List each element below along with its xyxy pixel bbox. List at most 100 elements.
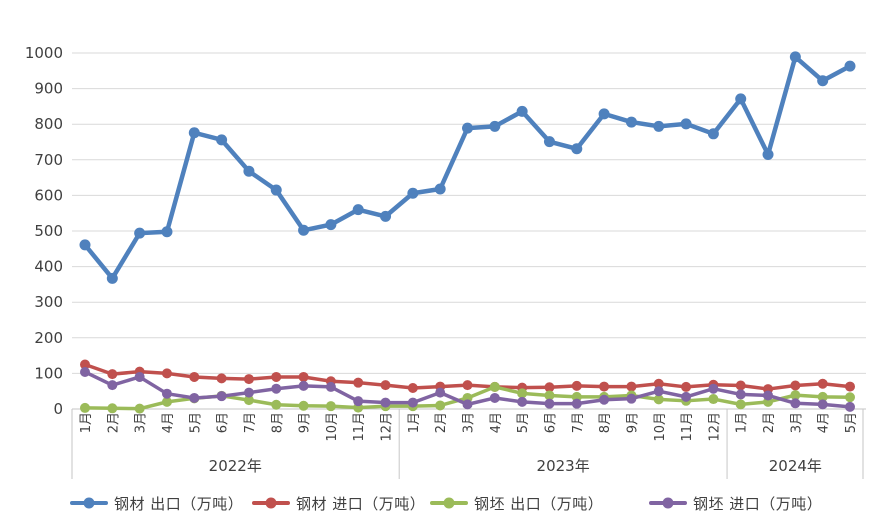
- x-axis-month-label: 3月: [789, 412, 804, 433]
- legend-label-billet-import: 钢坯 进口（万吨）: [693, 494, 823, 513]
- series-point: [189, 392, 200, 403]
- series-point: [134, 227, 146, 239]
- x-axis-month-label: 5月: [844, 412, 859, 433]
- series-point: [407, 397, 418, 408]
- series-point: [271, 383, 282, 394]
- series-point: [544, 382, 555, 393]
- series-point: [626, 381, 637, 392]
- x-axis-month-label: 2月: [762, 412, 777, 433]
- series-point: [243, 374, 254, 385]
- y-axis-tick-label: 100: [34, 364, 63, 382]
- series-point: [763, 390, 774, 401]
- x-axis-month-label: 3月: [462, 412, 477, 433]
- legend-item-billet-import: 钢坯 进口（万吨）: [649, 491, 822, 515]
- x-axis-month-label: 7月: [243, 412, 258, 433]
- series-point: [407, 382, 418, 393]
- series-point: [626, 393, 637, 404]
- series-line-0: [82, 54, 853, 281]
- series-point: [298, 224, 310, 236]
- x-axis-month-label: 1月: [407, 412, 422, 433]
- series-point: [243, 165, 255, 177]
- x-axis-month-label: 2月: [434, 412, 449, 433]
- series-point: [489, 392, 500, 403]
- series-point: [571, 143, 583, 155]
- x-axis-month-label: 4月: [489, 412, 504, 433]
- chart-area: 0 100 200 300 400 500 600 700 800 900 1000 1月 2月 3月 4月…: [25, 44, 866, 479]
- series-point: [517, 396, 528, 407]
- series-point: [653, 378, 664, 389]
- series-point: [216, 373, 227, 384]
- series-point: [80, 366, 90, 377]
- x-axis-month-label: 9月: [625, 412, 640, 433]
- series-point: [735, 399, 746, 410]
- series-point: [188, 127, 200, 139]
- series-point: [271, 371, 282, 382]
- series-point: [434, 183, 446, 195]
- legend-item-steel-export: 钢材 出口（万吨）: [70, 491, 243, 515]
- series-point: [80, 402, 90, 413]
- series-point: [271, 399, 282, 410]
- series-point: [489, 381, 500, 392]
- series-point: [298, 400, 309, 411]
- x-axis-month-label: 11月: [680, 412, 695, 442]
- legend-label-billet-export: 钢坯 出口（万吨）: [474, 494, 604, 513]
- y-axis-tick-label: 1000: [25, 44, 63, 62]
- x-axis-month-label: 5月: [188, 412, 203, 433]
- series-point: [817, 399, 828, 410]
- y-axis-tick-label: 800: [34, 115, 63, 133]
- series-point: [107, 403, 118, 414]
- series-point: [707, 128, 719, 140]
- x-axis-month-label: 3月: [134, 412, 149, 433]
- series-point: [325, 401, 336, 412]
- series-point: [216, 391, 227, 402]
- series-point: [353, 377, 364, 388]
- series-point: [845, 381, 855, 392]
- series-point: [544, 390, 555, 401]
- x-axis-month-label: 1月: [735, 412, 750, 433]
- y-axis-tick-label: 500: [34, 222, 63, 240]
- chart-legend: 钢材 出口（万吨） 钢材 进口（万吨） 钢坯 出口（万吨） 钢坯 进口（万吨）: [0, 491, 894, 521]
- series-point: [79, 239, 91, 251]
- series-point: [216, 134, 228, 146]
- x-axis-year-label: 2024年: [769, 457, 822, 475]
- series-point: [134, 371, 145, 382]
- series-point: [325, 219, 337, 231]
- series-point: [625, 116, 637, 128]
- y-axis-tick-label: 300: [34, 293, 63, 311]
- y-axis-tick-label: 400: [34, 258, 63, 276]
- legend-marker-billet-import-icon: [649, 497, 687, 509]
- series-point: [106, 272, 118, 284]
- series-point: [161, 368, 172, 379]
- legend-label-steel-import: 钢材 进口（万吨）: [296, 494, 426, 513]
- series-point: [270, 184, 282, 196]
- series-point: [380, 380, 391, 391]
- series-point: [435, 400, 446, 411]
- x-axis-month-label: 10月: [653, 412, 668, 442]
- y-axis-tick-label: 600: [34, 186, 63, 204]
- legend-marker-steel-import-icon: [252, 497, 290, 509]
- series-point: [516, 105, 528, 117]
- legend-marker-billet-export-icon: [430, 497, 468, 509]
- series-point: [571, 380, 582, 391]
- x-axis-month-label: 5月: [516, 412, 531, 433]
- y-axis-tick-label: 200: [34, 329, 63, 347]
- series-point: [735, 93, 747, 105]
- legend-item-steel-import: 钢材 进口（万吨）: [252, 491, 425, 515]
- series-point: [134, 403, 145, 414]
- series-point: [380, 210, 392, 222]
- series-point: [298, 371, 309, 382]
- series-point: [380, 397, 391, 408]
- x-axis-year-label: 2023年: [537, 457, 590, 475]
- series-point: [407, 187, 419, 199]
- series-point: [189, 371, 200, 382]
- x-axis-month-label: 1月: [79, 412, 94, 433]
- series-point: [80, 359, 90, 370]
- y-axis-tick-label: 900: [34, 80, 63, 98]
- series-point: [680, 118, 692, 130]
- x-axis-month-label: 8月: [270, 412, 285, 433]
- series-point: [544, 398, 555, 409]
- x-axis-month-label: 10月: [325, 412, 340, 442]
- x-axis-month-label: 12月: [707, 412, 722, 442]
- series-point: [489, 120, 501, 132]
- x-axis-month-label: 9月: [298, 412, 313, 433]
